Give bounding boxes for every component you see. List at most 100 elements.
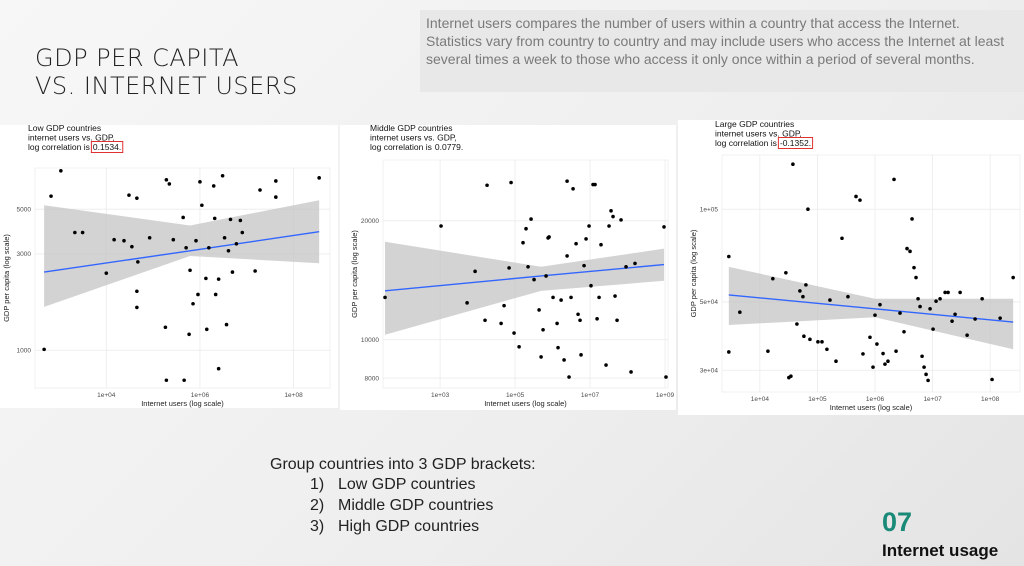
data-point: [766, 349, 770, 353]
data-point: [517, 344, 521, 349]
x-tick-label: 1e+05: [506, 392, 525, 399]
item-text: Middle GDP countries: [338, 497, 494, 514]
data-point: [188, 268, 192, 273]
list-item: 2) Middle GDP countries: [310, 497, 493, 515]
data-point: [905, 246, 909, 251]
y-axis-label: GDP per capita (log scale): [689, 229, 698, 317]
data-point: [804, 283, 808, 287]
data-point: [834, 359, 838, 364]
data-point: [798, 289, 802, 293]
fit-line: [728, 294, 1014, 323]
data-point: [567, 375, 571, 379]
item-number: 1): [310, 476, 325, 493]
data-point: [868, 335, 872, 340]
data-point: [211, 184, 216, 188]
x-tick-label: 1e+09: [656, 392, 675, 399]
data-point: [938, 296, 942, 301]
data-point: [556, 345, 560, 350]
data-point: [920, 354, 924, 359]
data-point: [122, 238, 126, 243]
data-point: [801, 294, 805, 299]
data-point: [127, 193, 131, 197]
data-point: [240, 230, 245, 235]
data-point: [483, 318, 487, 323]
y-tick-label: 20000: [361, 218, 379, 225]
list-item: 1) Low GDP countries: [310, 476, 476, 494]
chart-title: Large GDP countries: [715, 119, 794, 129]
data-point: [230, 270, 235, 274]
data-point: [973, 317, 977, 321]
data-point: [611, 214, 615, 219]
data-point: [130, 244, 134, 249]
data-point: [238, 218, 243, 223]
data-point: [529, 217, 533, 221]
data-point: [806, 207, 810, 212]
data-point: [738, 310, 742, 315]
data-point: [902, 329, 906, 334]
data-point: [990, 377, 994, 382]
section-number: 07: [882, 507, 913, 537]
data-point: [615, 318, 619, 323]
data-point: [916, 296, 920, 301]
x-tick-label: 1e+05: [808, 396, 827, 403]
data-point: [609, 208, 613, 213]
data-point: [946, 290, 950, 295]
data-point: [576, 312, 580, 317]
data-point: [898, 311, 902, 315]
data-point: [886, 359, 890, 364]
item-number: 2): [310, 497, 325, 514]
data-point: [204, 327, 209, 332]
x-tick-label: 1e+07: [923, 396, 942, 403]
data-point: [924, 372, 928, 377]
data-point: [562, 358, 566, 362]
data-point: [910, 217, 914, 221]
data-point: [633, 261, 637, 266]
data-point: [59, 168, 63, 173]
data-point: [878, 302, 882, 307]
data-point: [135, 305, 139, 310]
data-point: [980, 296, 984, 301]
fit-line: [384, 263, 665, 292]
confidence-band: [44, 200, 320, 307]
data-point: [465, 301, 469, 305]
y-tick-label: 3e+04: [700, 367, 719, 374]
data-point: [485, 183, 489, 188]
data-point: [524, 226, 528, 231]
data-point: [502, 303, 506, 308]
x-axis-label: Internet users (log scale): [484, 399, 567, 408]
data-point: [998, 316, 1002, 320]
fit-line: [44, 230, 320, 273]
chart-title: Low GDP countries: [28, 123, 101, 133]
data-point: [473, 269, 477, 274]
data-point: [599, 242, 603, 247]
heading-line: VS. INTERNET USERS: [35, 72, 298, 100]
x-axis-label: Internet users (log scale): [830, 403, 913, 412]
data-point: [840, 236, 844, 241]
data-point: [147, 235, 152, 240]
y-tick-label: 1e+05: [700, 206, 719, 213]
description: Internet users compares the number of us…: [420, 10, 1024, 92]
data-point: [383, 295, 387, 300]
data-point: [943, 290, 947, 295]
data-point: [49, 194, 53, 198]
data-point: [274, 195, 278, 199]
data-point: [164, 178, 169, 182]
item-text: High GDP countries: [338, 518, 480, 535]
data-point: [569, 295, 573, 300]
y-tick-label: 5e+04: [700, 299, 719, 306]
data-point: [593, 182, 597, 187]
data-point: [509, 180, 513, 185]
data-point: [198, 180, 202, 184]
confidence-band: [385, 241, 665, 335]
data-point: [194, 238, 198, 243]
data-point: [894, 349, 898, 353]
data-point: [171, 237, 176, 242]
data-point: [187, 332, 191, 337]
data-point: [808, 337, 812, 342]
data-point: [228, 217, 233, 222]
x-tick-label: 1e+08: [284, 392, 303, 399]
data-point: [582, 263, 586, 268]
data-point: [135, 196, 139, 200]
data-point: [578, 318, 582, 323]
data-point: [727, 350, 731, 354]
